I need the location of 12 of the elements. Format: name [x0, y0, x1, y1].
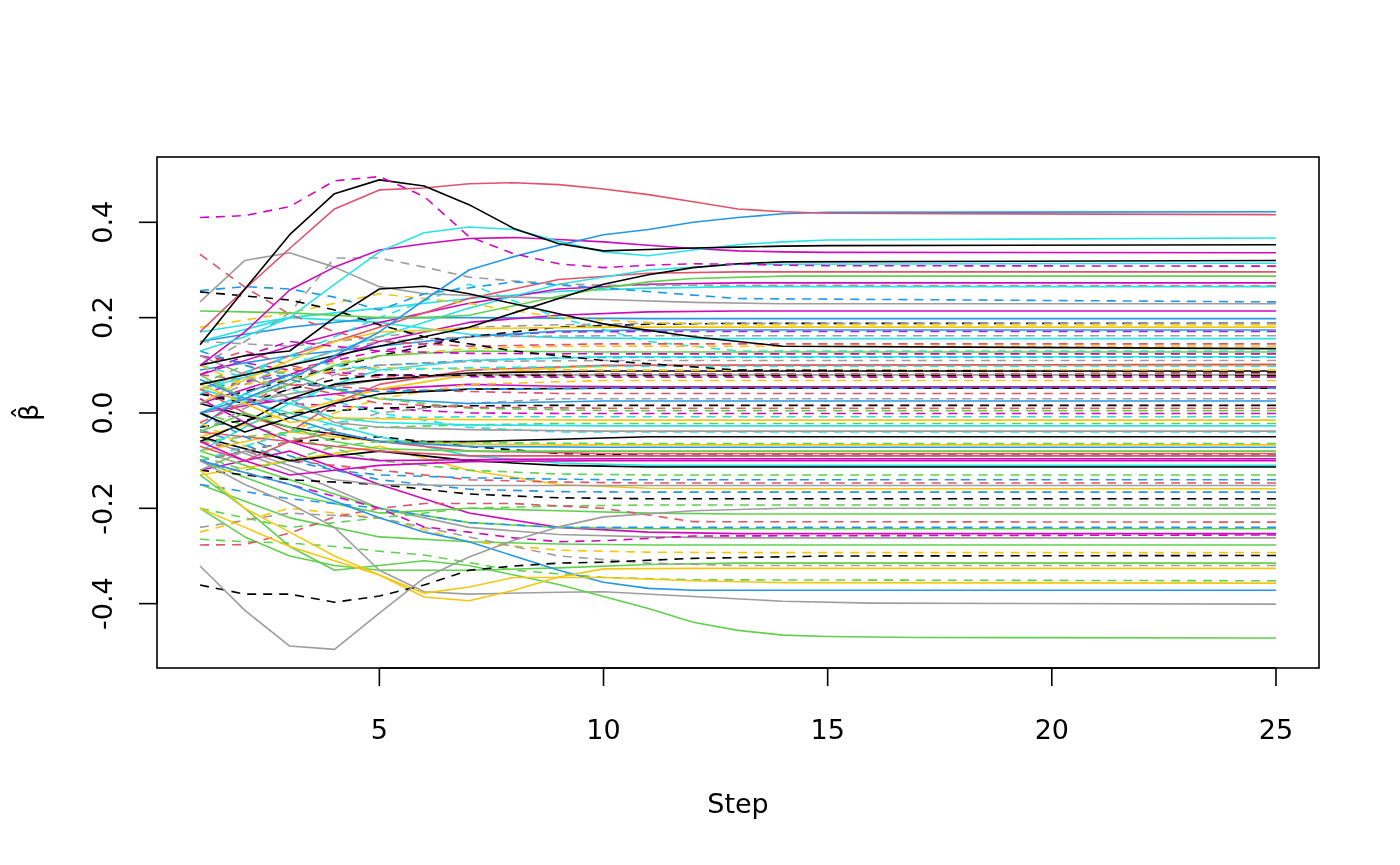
x-axis-title: Step: [707, 788, 769, 819]
x-tick-label: 15: [810, 714, 845, 745]
y-tick-label: -0.4: [87, 577, 118, 630]
y-tick-label: 0.2: [87, 296, 118, 340]
x-tick-label: 20: [1034, 714, 1069, 745]
y-axis-title: β̂: [11, 403, 44, 422]
x-tick-label: 10: [586, 714, 621, 745]
x-tick-label: 25: [1258, 714, 1294, 745]
y-tick-label: -0.2: [87, 481, 118, 535]
y-tick-label: 0.4: [87, 200, 118, 244]
x-tick-label: 5: [370, 714, 388, 745]
y-tick-label: 0.0: [87, 391, 118, 435]
